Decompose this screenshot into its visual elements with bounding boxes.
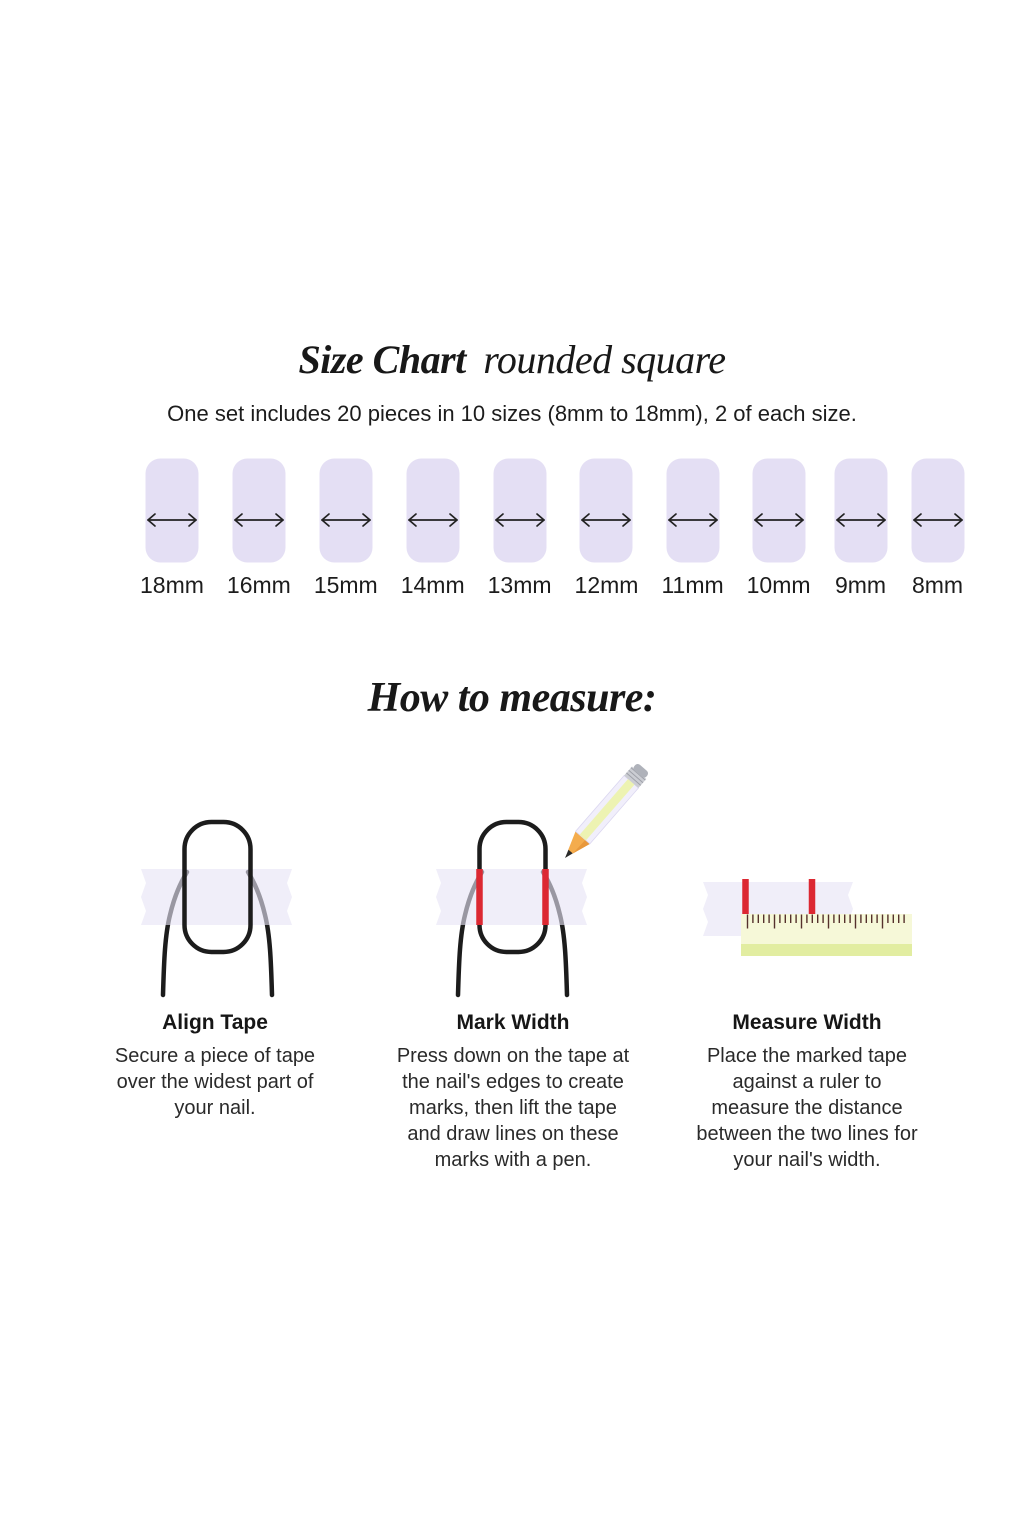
pencil-icon [565,764,648,858]
size-label: 10mm [746,572,811,598]
nail-swatch [406,458,460,563]
nail-swatch [145,458,199,563]
size-item: 8mm [911,458,965,599]
size-label: 14mm [400,572,465,598]
ruler-stripe [741,944,912,956]
width-arrow-icon [912,513,963,527]
measure-width-illustration [668,755,946,1005]
width-arrow-icon [835,513,886,527]
size-item: 9mm [834,458,888,599]
align-tape-illustration [95,755,335,1005]
nail-shape [666,458,720,563]
nail-shape [493,458,547,563]
ruler-icon [741,914,912,956]
step-description: Press down on the tape at the nail's edg… [396,1045,630,1171]
width-arrow-icon [320,513,371,527]
nail-swatch [232,458,286,563]
size-item: 15mm [314,458,378,599]
step-title: Mark Width [456,1011,570,1034]
mark-line [542,869,549,925]
step-title: Measure Width [732,1011,882,1034]
width-arrow-icon [581,513,632,527]
width-arrow-icon [494,513,545,527]
step-align-tape: Align Tape Secure a piece of tape over t… [95,755,335,1121]
mark-width-illustration [373,755,653,1005]
size-label: 16mm [226,572,291,598]
step-title: Align Tape [162,1011,268,1034]
width-arrow-icon [407,513,458,527]
nail-shape [579,458,633,563]
size-item: 18mm [140,458,204,599]
width-arrow-icon [147,513,197,527]
size-chart-row: 18mm 16mm 15mm [140,458,965,599]
width-arrow-icon [667,513,718,527]
nail-shape [232,458,286,563]
ruler-ticks [746,914,905,929]
tape-icon [436,869,587,925]
width-arrow-icon [753,513,804,527]
title-main: Size Chart [298,337,466,382]
nail-shape [406,458,460,563]
nail-outline [182,819,253,955]
title-shape-variant: rounded square [483,337,726,382]
size-label: 15mm [313,572,378,598]
step-mark-width: Mark Width Press down on the tape at the… [373,755,653,1173]
nail-swatch [666,458,720,563]
tape-icon [141,869,292,925]
width-arrow-icon [234,513,284,527]
nail-swatch [752,458,806,563]
nail-shape [911,458,965,563]
size-item: 14mm [401,458,465,599]
how-to-measure-heading: How to measure: [367,675,657,721]
nail-shape [319,458,373,563]
step-description: Place the marked tape against a ruler to… [696,1045,918,1171]
size-item: 16mm [227,458,291,599]
size-label: 8mm [911,572,964,598]
nail-swatch [493,458,547,563]
nail-shape [752,458,806,563]
nail-shape [834,458,888,563]
size-item: 13mm [488,458,552,599]
size-label: 12mm [574,572,639,598]
nail-shape [145,458,199,563]
size-label: 11mm [661,572,724,598]
size-item: 11mm [661,458,724,599]
size-item: 10mm [747,458,811,599]
nail-swatch [579,458,633,563]
size-item: 12mm [574,458,639,599]
size-label: 9mm [834,572,887,598]
set-description: One set includes 20 pieces in 10 sizes (… [167,401,857,426]
step-measure-width: Measure Width Place the marked tape agai… [668,755,946,1173]
nail-swatch [834,458,888,563]
nail-swatch [911,458,965,563]
size-label: 18mm [140,572,204,598]
nail-swatch [319,458,373,563]
mark-line [808,879,816,915]
page-title: Size Chart rounded square [0,336,1024,384]
mark-line [742,879,749,915]
step-description: Secure a piece of tape over the widest p… [114,1045,316,1119]
mark-line [476,869,483,925]
size-label: 13mm [487,572,552,598]
